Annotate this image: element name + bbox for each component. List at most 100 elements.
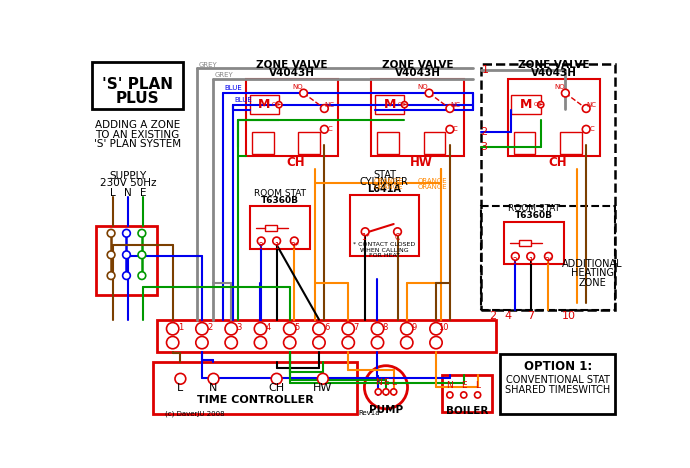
- Text: C: C: [327, 126, 332, 132]
- Bar: [511, 95, 541, 114]
- Text: T6360B: T6360B: [261, 196, 299, 205]
- Bar: [157, 320, 496, 352]
- Text: L: L: [391, 378, 396, 387]
- Text: 3*: 3*: [544, 257, 553, 266]
- Bar: [500, 354, 615, 414]
- Circle shape: [401, 322, 413, 335]
- Text: CH: CH: [268, 383, 285, 393]
- Circle shape: [123, 229, 130, 237]
- Text: N: N: [446, 381, 453, 390]
- Text: N: N: [124, 188, 132, 198]
- Circle shape: [511, 253, 519, 260]
- Text: TIME CONTROLLER: TIME CONTROLLER: [197, 395, 313, 405]
- Circle shape: [107, 272, 115, 279]
- Bar: [504, 222, 564, 264]
- Text: O|►: O|►: [272, 102, 283, 108]
- Bar: [371, 79, 464, 156]
- Text: 5: 5: [295, 323, 300, 332]
- Circle shape: [225, 322, 237, 335]
- Text: ADDITIONAL: ADDITIONAL: [562, 259, 622, 269]
- Text: ZONE VALVE: ZONE VALVE: [256, 60, 328, 70]
- Circle shape: [255, 336, 266, 349]
- Circle shape: [257, 237, 265, 245]
- Bar: [560, 132, 582, 154]
- Text: E: E: [461, 381, 466, 390]
- Bar: [153, 362, 357, 414]
- Text: HW: HW: [313, 383, 333, 393]
- Text: 2: 2: [207, 323, 213, 332]
- Circle shape: [527, 253, 535, 260]
- Text: * CONTACT CLOSED: * CONTACT CLOSED: [353, 242, 415, 247]
- Text: 2: 2: [489, 311, 496, 322]
- Text: 2: 2: [480, 127, 487, 137]
- Circle shape: [276, 102, 282, 108]
- Text: ORANGE: ORANGE: [418, 178, 448, 184]
- Circle shape: [342, 336, 355, 349]
- Circle shape: [394, 228, 402, 235]
- Text: 3: 3: [480, 142, 487, 152]
- Text: TO AN EXISTING: TO AN EXISTING: [95, 130, 179, 140]
- Text: V4043H: V4043H: [395, 68, 440, 78]
- Text: 9: 9: [412, 323, 417, 332]
- Circle shape: [446, 105, 454, 112]
- Circle shape: [342, 322, 355, 335]
- Bar: [92, 62, 183, 109]
- Text: FOR HEAT: FOR HEAT: [369, 253, 400, 258]
- Bar: [250, 206, 310, 249]
- Circle shape: [371, 322, 384, 335]
- Text: E: E: [140, 188, 147, 198]
- Circle shape: [284, 336, 296, 349]
- Text: ROOM STAT: ROOM STAT: [254, 189, 306, 197]
- Bar: [442, 375, 492, 412]
- Circle shape: [313, 322, 325, 335]
- Text: CH: CH: [286, 156, 305, 169]
- Text: N: N: [209, 383, 217, 393]
- Circle shape: [391, 389, 397, 395]
- Bar: [252, 132, 273, 154]
- Bar: [514, 132, 535, 154]
- Text: 1: 1: [274, 242, 279, 251]
- Circle shape: [425, 89, 433, 97]
- Bar: [250, 95, 279, 114]
- Text: BLUE: BLUE: [235, 97, 252, 103]
- Circle shape: [461, 392, 467, 398]
- Bar: [481, 206, 615, 310]
- Text: PLUS: PLUS: [115, 91, 159, 106]
- Text: L: L: [110, 188, 115, 198]
- Bar: [298, 132, 319, 154]
- Text: 4: 4: [504, 311, 511, 322]
- Text: ZONE VALVE: ZONE VALVE: [382, 60, 453, 70]
- Text: BOILER: BOILER: [446, 406, 488, 416]
- Text: GREY: GREY: [215, 73, 233, 79]
- Text: NC: NC: [451, 102, 460, 108]
- Circle shape: [123, 272, 130, 279]
- Text: 7: 7: [353, 323, 359, 332]
- Text: BLUE: BLUE: [224, 86, 242, 92]
- Text: 1: 1: [482, 65, 489, 75]
- Bar: [481, 64, 615, 310]
- Text: HEATING: HEATING: [571, 268, 614, 278]
- Bar: [377, 132, 399, 154]
- Text: ORANGE: ORANGE: [418, 184, 448, 190]
- Circle shape: [364, 366, 408, 409]
- Text: M: M: [384, 98, 396, 111]
- Text: Rev1a: Rev1a: [358, 410, 380, 417]
- Circle shape: [107, 251, 115, 259]
- Bar: [508, 79, 600, 156]
- Text: M: M: [258, 98, 270, 111]
- Bar: [96, 226, 157, 295]
- Text: ORANGE: ORANGE: [373, 184, 403, 190]
- Text: 8: 8: [382, 323, 388, 332]
- Text: CYLINDER: CYLINDER: [360, 176, 409, 187]
- Circle shape: [290, 237, 298, 245]
- Text: CONVENTIONAL STAT: CONVENTIONAL STAT: [506, 375, 609, 385]
- Circle shape: [582, 125, 590, 133]
- Text: STAT: STAT: [373, 170, 396, 180]
- Text: O|►: O|►: [534, 102, 544, 108]
- Text: (c) DaverJU 2008: (c) DaverJU 2008: [165, 410, 225, 417]
- Text: NC: NC: [586, 102, 597, 108]
- Text: WHEN CALLING: WHEN CALLING: [360, 248, 408, 253]
- Text: 1: 1: [529, 257, 533, 266]
- Text: 2: 2: [259, 242, 264, 251]
- Circle shape: [138, 251, 146, 259]
